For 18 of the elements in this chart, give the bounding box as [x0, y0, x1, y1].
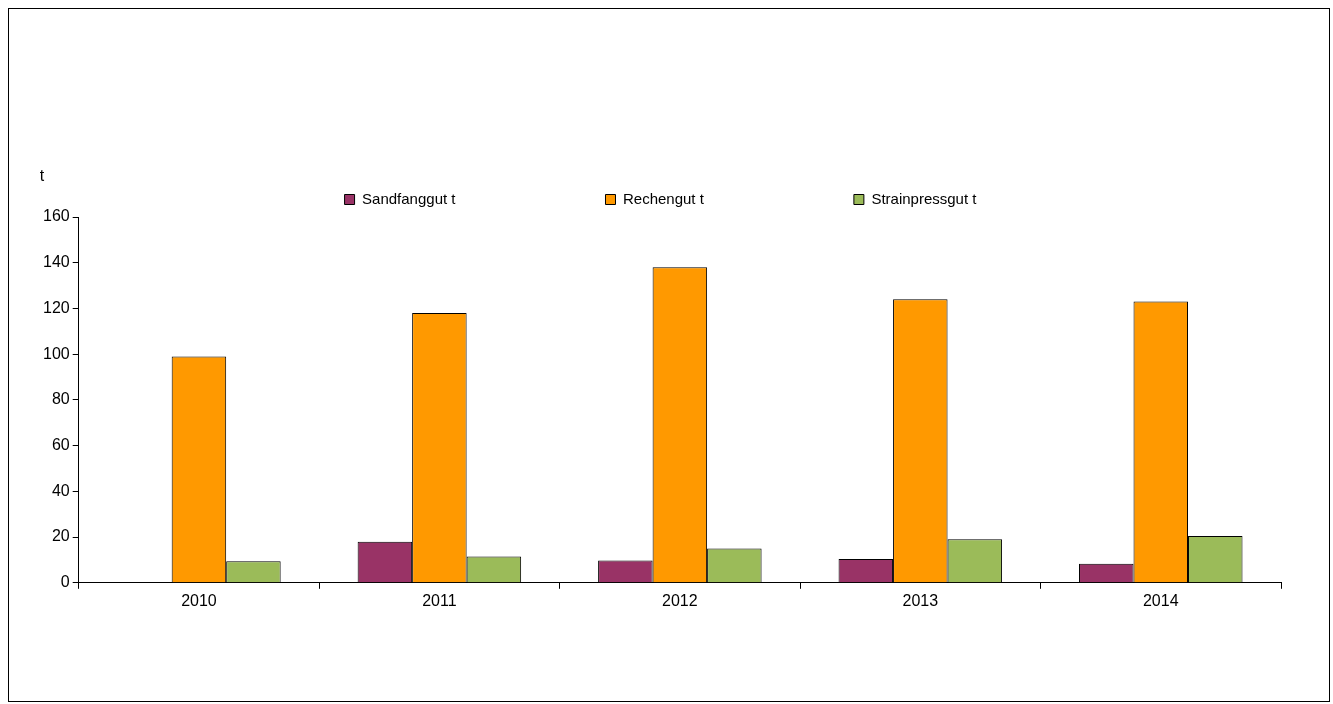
legend-label: Rechengut t — [622, 189, 705, 207]
y-axis-title: t — [39, 167, 45, 185]
x-tick-label: 2014 — [1142, 591, 1179, 609]
x-tick-label: 2010 — [181, 591, 217, 609]
y-tick-label: 100 — [42, 344, 70, 362]
legend-label: Strainpressgut t — [871, 189, 978, 207]
y-tick-label: 80 — [51, 390, 70, 408]
y-tick-label: 140 — [42, 253, 70, 271]
y-tick-label: 120 — [42, 298, 70, 316]
y-tick-label: 160 — [42, 207, 70, 225]
y-tick-label: 0 — [60, 573, 70, 591]
y-tick-label: 20 — [51, 527, 70, 545]
x-tick-label: 2011 — [422, 591, 457, 609]
y-tick-label: 60 — [51, 436, 70, 454]
x-tick-label: 2013 — [902, 591, 939, 609]
legend-label: Sandfanggut t — [362, 189, 457, 207]
y-tick-label: 40 — [51, 481, 70, 499]
x-tick-label: 2012 — [662, 591, 698, 609]
